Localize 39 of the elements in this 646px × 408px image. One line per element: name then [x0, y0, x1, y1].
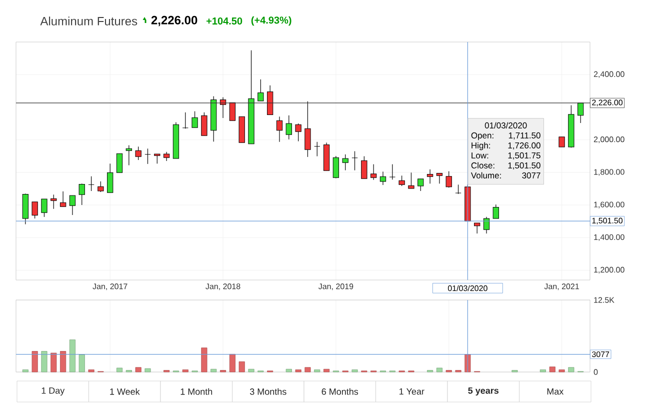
text: +104.50 — [206, 17, 242, 25]
annotation: Open: — [471, 132, 494, 140]
y-tick-label: 12.5K — [594, 297, 614, 303]
x-tick-label: Jan, 2018 — [206, 284, 240, 290]
text: 3 Months — [250, 388, 286, 395]
annotation: 1,501.50 — [508, 162, 540, 170]
text: 1 Day — [42, 387, 65, 396]
annotation: High: — [472, 142, 490, 150]
ref-line-label: 01/03/2020 — [448, 285, 488, 292]
y-tick-label: 1,200.00 — [594, 266, 624, 274]
text: 1 Month — [180, 388, 212, 395]
text: (+4.93%) — [251, 16, 292, 26]
y-tick-label: 1,400.00 — [594, 234, 624, 241]
y-tick-label: 1,600.00 — [594, 202, 624, 208]
text: 1 Year — [399, 388, 424, 395]
annotation: Close: — [471, 162, 494, 168]
ref-line-label: 3077 — [592, 351, 610, 358]
annotation: Volume: — [470, 172, 501, 178]
ref-line-label: 1,501.50 — [592, 218, 623, 224]
text: 2,226.00 — [151, 16, 198, 26]
text: 1 Week — [110, 388, 140, 395]
ref-line-label: 2,226.00 — [592, 100, 623, 106]
x-tick-label: Jan, 2019 — [318, 284, 354, 290]
text: Max — [547, 388, 564, 395]
y-tick-label: 2,400.00 — [594, 71, 624, 78]
text: 6 Months — [322, 388, 358, 395]
annotation: Low: — [472, 152, 488, 158]
x-tick-label: Jan, 2017 — [92, 284, 128, 290]
annotation: 01/03/2020 — [484, 122, 527, 128]
annotation: 1,711.50 — [508, 132, 540, 140]
y-tick-label: 2,000.00 — [594, 136, 624, 144]
annotation: 1,726.00 — [508, 142, 540, 150]
annotation: 3077 — [522, 172, 540, 178]
chart-title: Aluminum Futures — [40, 16, 138, 26]
y-tick-label: 1,800.00 — [594, 169, 624, 176]
x-tick-label: Jan, 2021 — [544, 284, 579, 290]
text: 5 years — [468, 387, 499, 396]
annotation: 1,501.75 — [508, 152, 540, 160]
y-tick-label: 0 — [594, 369, 598, 375]
